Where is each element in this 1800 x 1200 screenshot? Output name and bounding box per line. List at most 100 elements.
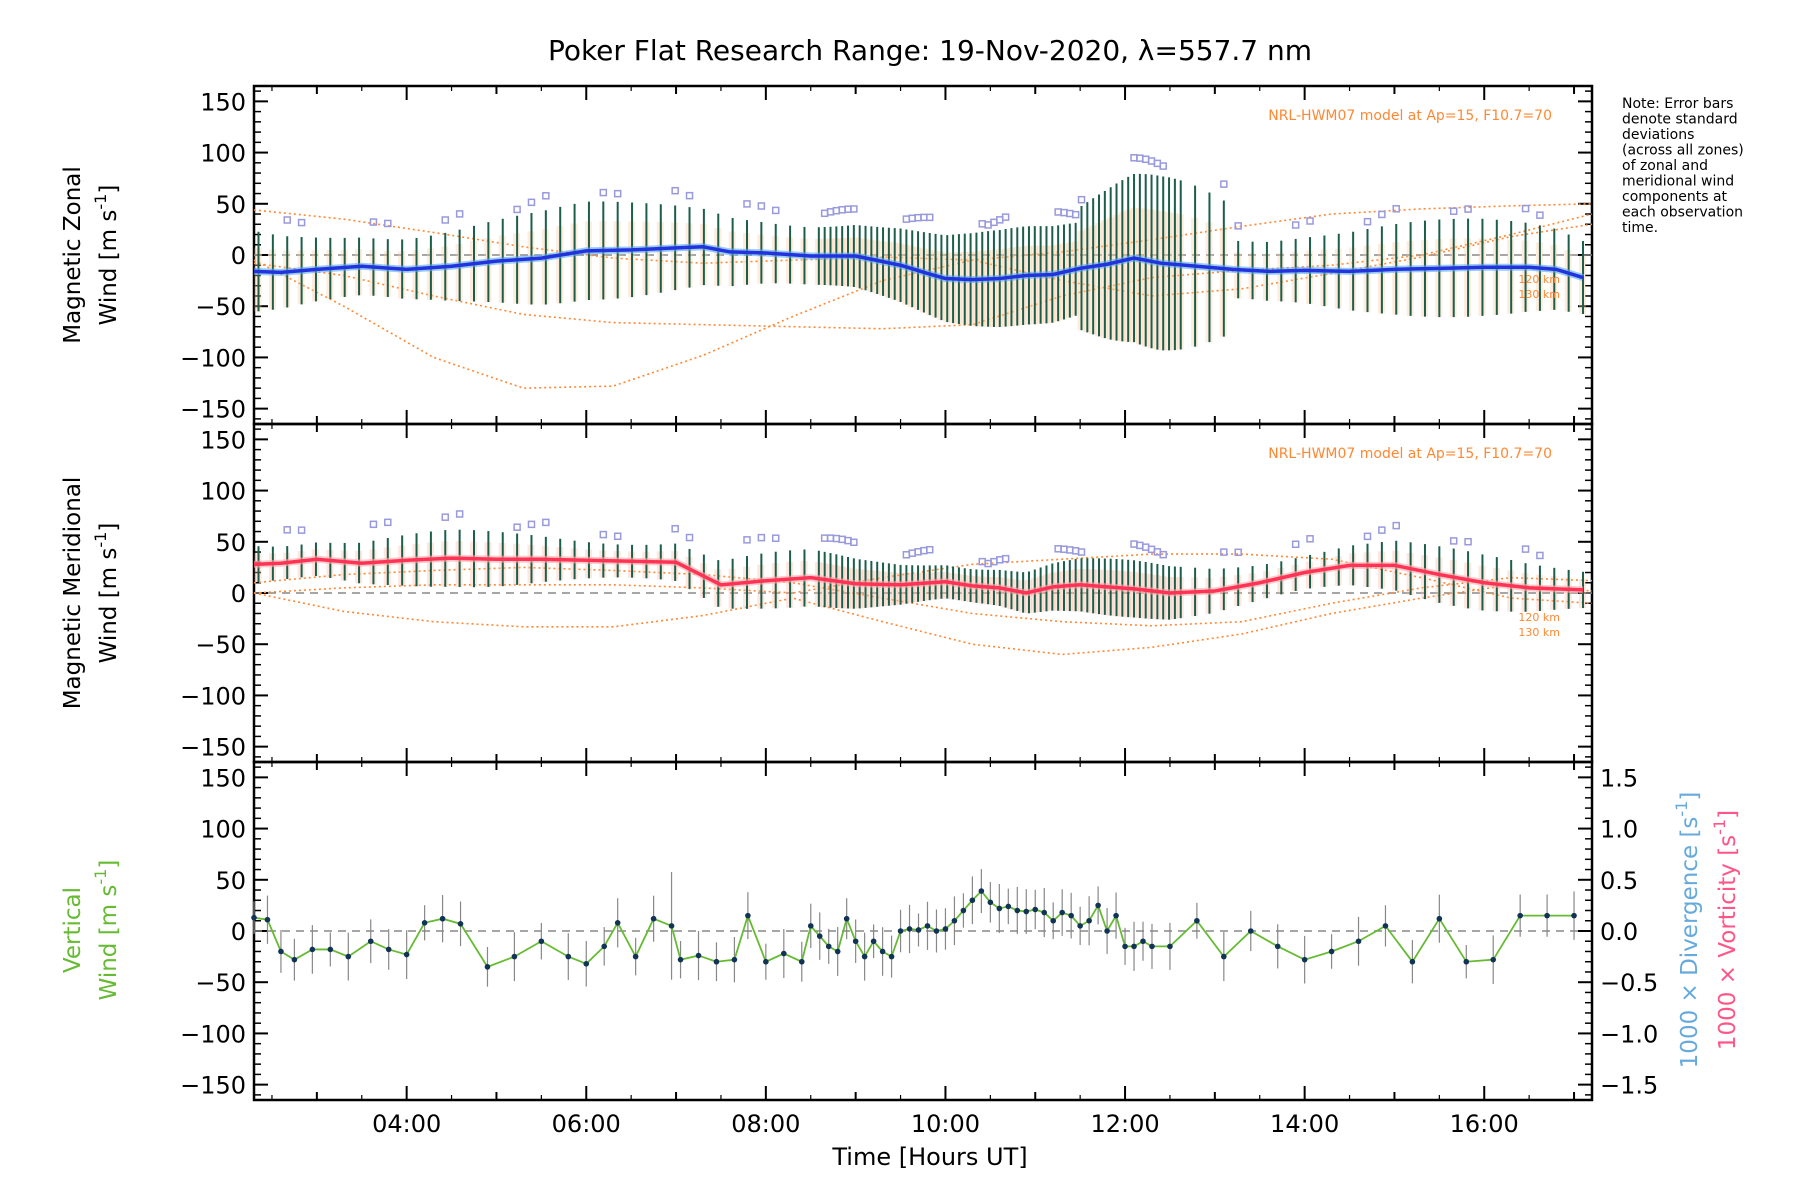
- vertical-wind-point: [816, 933, 823, 939]
- vertical-wind-point: [632, 953, 639, 960]
- outlier-marker: [542, 192, 550, 200]
- vertical-wind-point: [251, 914, 257, 921]
- vertical-wind-point: [745, 912, 751, 919]
- outlier-marker: [527, 520, 536, 529]
- outlier-marker: [685, 191, 694, 200]
- outlier-marker: [1077, 548, 1086, 556]
- outlier-marker: [1234, 222, 1242, 230]
- vertical-wind-point: [1059, 909, 1065, 916]
- vertical-wind-point: [713, 958, 720, 965]
- y-label-line2: Wind [m s-1]: [91, 185, 122, 326]
- y-tick-label: −100: [180, 1020, 246, 1048]
- vertical-wind-point: [942, 926, 949, 932]
- vertical-wind-point: [403, 951, 410, 958]
- vertical-wind-point: [309, 946, 316, 953]
- vertical-wind-point: [1382, 923, 1389, 929]
- vertical-wind-point: [861, 953, 868, 960]
- x-tick-label: 10:00: [911, 1110, 980, 1138]
- vertical-wind-point: [1436, 915, 1443, 922]
- y-tick-label: 100: [200, 478, 246, 506]
- outlier-marker: [513, 523, 521, 531]
- model-curve: [253, 566, 1593, 627]
- y-label-line2: Wind [m s-1]: [91, 860, 122, 1001]
- vertical-wind-panel: 150 100 50 0 −50 −100 −150 1.5 1.0 0.5 0.0 −0.5 −1.0…: [180, 760, 1658, 1138]
- vertical-wind-point: [960, 907, 967, 914]
- outlier-marker: [613, 532, 622, 540]
- vertical-wind-point: [969, 897, 976, 904]
- outlier-marker: [1077, 195, 1086, 204]
- vertical-wind-point: [781, 950, 787, 957]
- vertical-wind-point: [1077, 923, 1083, 929]
- outlier-marker: [1159, 162, 1167, 170]
- y-tick-label: 50: [215, 867, 246, 895]
- meridional-y-axis-label: Magnetic Meridional Wind [m s-1]: [60, 477, 122, 710]
- outlier-marker: [925, 545, 934, 554]
- outlier-marker: [1378, 526, 1386, 534]
- outlier-marker: [1291, 540, 1300, 549]
- y-label-line2: Wind [m s-1]: [91, 523, 122, 664]
- outlier-marker: [1392, 205, 1400, 213]
- vertical-wind-point: [1014, 907, 1021, 914]
- vertical-wind-point: [1221, 953, 1227, 960]
- vertical-wind-point: [1140, 938, 1146, 945]
- outlier-marker: [1071, 210, 1080, 219]
- vertical-wind-point: [538, 938, 545, 945]
- y-tick-label: −50: [195, 631, 246, 659]
- vertical-wind-point: [677, 956, 684, 963]
- vertical-wind-point: [870, 938, 877, 945]
- outlier-marker: [527, 198, 536, 207]
- y-label-line1: Magnetic Meridional: [60, 477, 86, 710]
- vertical-wind-point: [1023, 908, 1030, 915]
- y-tick-label: −150: [180, 396, 246, 424]
- vertical-wind-point: [1167, 943, 1173, 950]
- outlier-marker: [297, 526, 306, 534]
- meridional-wind-panel: 150 100 50 0 −50 −100 −150 NRL-HWM07 model at A…: [180, 422, 1594, 764]
- outlier-marker: [1536, 551, 1544, 560]
- altitude-label: 130 km: [1518, 288, 1560, 301]
- vertical-wind-point: [978, 888, 985, 894]
- outlier-marker: [441, 216, 450, 224]
- outlier-marker: [1521, 204, 1530, 213]
- vertical-wind-point: [834, 948, 841, 955]
- outlier-marker: [1306, 217, 1314, 225]
- outlier-marker: [743, 200, 751, 208]
- vertical-wind-point: [1247, 928, 1254, 934]
- vertical-wind-point: [1032, 906, 1039, 913]
- x-tick-label: 06:00: [552, 1110, 621, 1138]
- vertical-wind-point: [385, 946, 392, 953]
- vertical-wind-point: [1050, 917, 1057, 924]
- outlier-marker: [542, 518, 550, 527]
- y2-tick-label: 1.5: [1600, 764, 1638, 792]
- y-tick-label: 50: [215, 191, 246, 219]
- outlier-marker: [1291, 221, 1300, 229]
- outlier-marker: [1001, 213, 1010, 221]
- note-line: meridional wind: [1622, 174, 1734, 190]
- vertical-wind-point: [798, 958, 805, 965]
- outlier-marker: [1521, 545, 1530, 553]
- vertical-wind-line: [253, 889, 1575, 968]
- y2-tick-label: −1.5: [1600, 1072, 1658, 1100]
- vertical-wind-point: [367, 938, 374, 945]
- note-line: denote standard: [1622, 112, 1738, 128]
- right-axis-label: 1000 × Divergence [s-1]: [1672, 792, 1703, 1069]
- outlier-marker: [925, 213, 934, 222]
- y2-tick-label: 1.0: [1600, 816, 1638, 844]
- vertical-wind-point: [1104, 928, 1110, 934]
- model-curve: [253, 213, 1593, 330]
- y-tick-label: 100: [200, 140, 246, 168]
- vertical-wind-point: [1463, 958, 1470, 965]
- outlier-marker: [850, 205, 858, 213]
- y-label-line1: Magnetic Zonal: [60, 166, 86, 344]
- outlier-marker: [771, 534, 780, 542]
- outlier-marker: [1363, 532, 1372, 541]
- outlier-marker: [369, 520, 378, 529]
- altitude-label: 130 km: [1518, 626, 1560, 639]
- y-tick-label: 150: [200, 426, 246, 454]
- vertical-wind-point: [1409, 958, 1416, 965]
- outlier-marker: [455, 210, 464, 218]
- vertical-wind-point: [601, 943, 608, 950]
- note-line: of zonal and: [1622, 158, 1708, 174]
- chart-title: Poker Flat Research Range: 19-Nov-2020, …: [548, 34, 1312, 67]
- vertical-wind-point: [807, 923, 814, 929]
